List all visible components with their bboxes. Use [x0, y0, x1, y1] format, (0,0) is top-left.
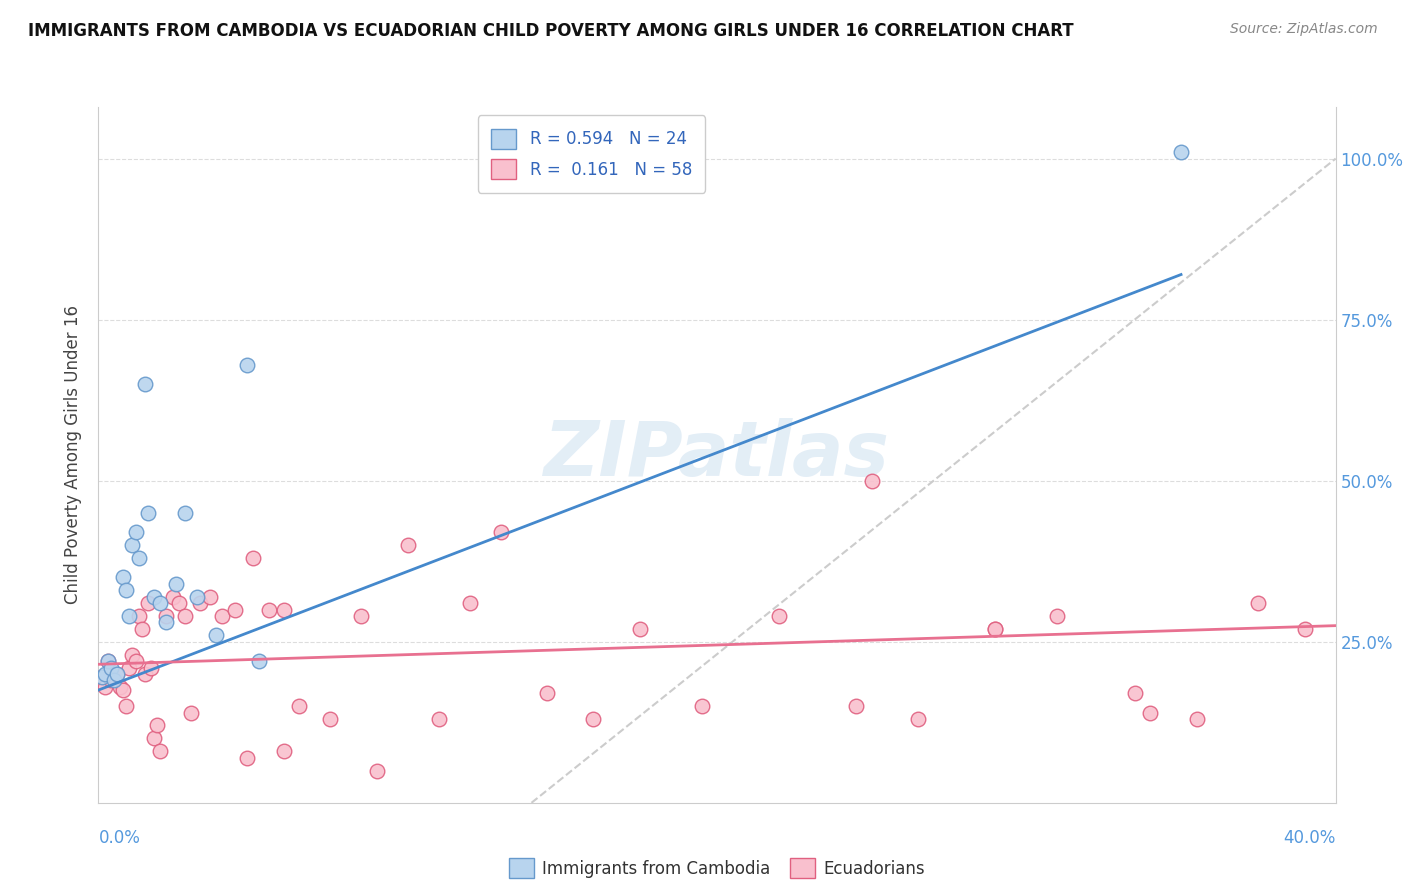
- Point: [242, 551, 264, 566]
- Legend: Immigrants from Cambodia, Ecuadorians: Immigrants from Cambodia, Ecuadorians: [502, 851, 932, 885]
- Point: [103, 670, 125, 684]
- Point: [112, 683, 135, 698]
- Point: [427, 712, 450, 726]
- Point: [257, 602, 280, 616]
- Point: [121, 648, 143, 662]
- Point: [105, 667, 128, 681]
- Point: [628, 622, 651, 636]
- Text: 0.0%: 0.0%: [98, 829, 141, 847]
- Point: [97, 654, 120, 668]
- Point: [1123, 686, 1146, 700]
- Point: [236, 358, 259, 372]
- Point: [190, 596, 212, 610]
- Point: [118, 609, 141, 624]
- Point: [155, 615, 177, 630]
- Point: [100, 660, 122, 674]
- Point: [236, 750, 259, 764]
- Point: [984, 622, 1007, 636]
- Y-axis label: Child Poverty Among Girls Under 16: Child Poverty Among Girls Under 16: [65, 305, 83, 605]
- Point: [319, 712, 342, 726]
- Point: [103, 673, 125, 688]
- Point: [90, 670, 112, 684]
- Point: [149, 596, 172, 610]
- Point: [247, 654, 270, 668]
- Text: Source: ZipAtlas.com: Source: ZipAtlas.com: [1230, 22, 1378, 37]
- Point: [1139, 706, 1161, 720]
- Point: [458, 596, 481, 610]
- Point: [108, 680, 131, 694]
- Point: [105, 667, 128, 681]
- Point: [118, 660, 141, 674]
- Point: [273, 602, 295, 616]
- Point: [907, 712, 929, 726]
- Point: [366, 764, 388, 778]
- Point: [1046, 609, 1069, 624]
- Point: [1247, 596, 1270, 610]
- Point: [273, 744, 295, 758]
- Point: [112, 570, 135, 584]
- Point: [136, 506, 159, 520]
- Point: [489, 525, 512, 540]
- Point: [90, 670, 112, 684]
- Point: [845, 699, 868, 714]
- Point: [198, 590, 221, 604]
- Point: [1170, 145, 1192, 160]
- Point: [124, 654, 146, 668]
- Point: [121, 538, 143, 552]
- Point: [180, 706, 202, 720]
- Point: [162, 590, 184, 604]
- Point: [97, 654, 120, 668]
- Point: [134, 667, 156, 681]
- Point: [93, 680, 115, 694]
- Text: ZIPatlas: ZIPatlas: [544, 418, 890, 491]
- Point: [1185, 712, 1208, 726]
- Point: [143, 590, 166, 604]
- Point: [1294, 622, 1316, 636]
- Point: [131, 622, 153, 636]
- Point: [205, 628, 228, 642]
- Point: [165, 576, 187, 591]
- Point: [186, 590, 208, 604]
- Point: [128, 551, 150, 566]
- Point: [149, 744, 172, 758]
- Point: [124, 525, 146, 540]
- Point: [115, 583, 138, 598]
- Point: [146, 718, 169, 732]
- Point: [396, 538, 419, 552]
- Text: 40.0%: 40.0%: [1284, 829, 1336, 847]
- Point: [155, 609, 177, 624]
- Point: [690, 699, 713, 714]
- Point: [128, 609, 150, 624]
- Point: [174, 609, 197, 624]
- Point: [134, 377, 156, 392]
- Point: [288, 699, 311, 714]
- Point: [139, 660, 162, 674]
- Point: [143, 731, 166, 746]
- Point: [350, 609, 373, 624]
- Point: [224, 602, 246, 616]
- Point: [211, 609, 233, 624]
- Point: [860, 474, 883, 488]
- Point: [536, 686, 558, 700]
- Point: [100, 673, 122, 688]
- Point: [768, 609, 790, 624]
- Point: [167, 596, 190, 610]
- Point: [582, 712, 605, 726]
- Point: [93, 667, 115, 681]
- Point: [984, 622, 1007, 636]
- Point: [115, 699, 138, 714]
- Text: IMMIGRANTS FROM CAMBODIA VS ECUADORIAN CHILD POVERTY AMONG GIRLS UNDER 16 CORREL: IMMIGRANTS FROM CAMBODIA VS ECUADORIAN C…: [28, 22, 1074, 40]
- Point: [136, 596, 159, 610]
- Point: [174, 506, 197, 520]
